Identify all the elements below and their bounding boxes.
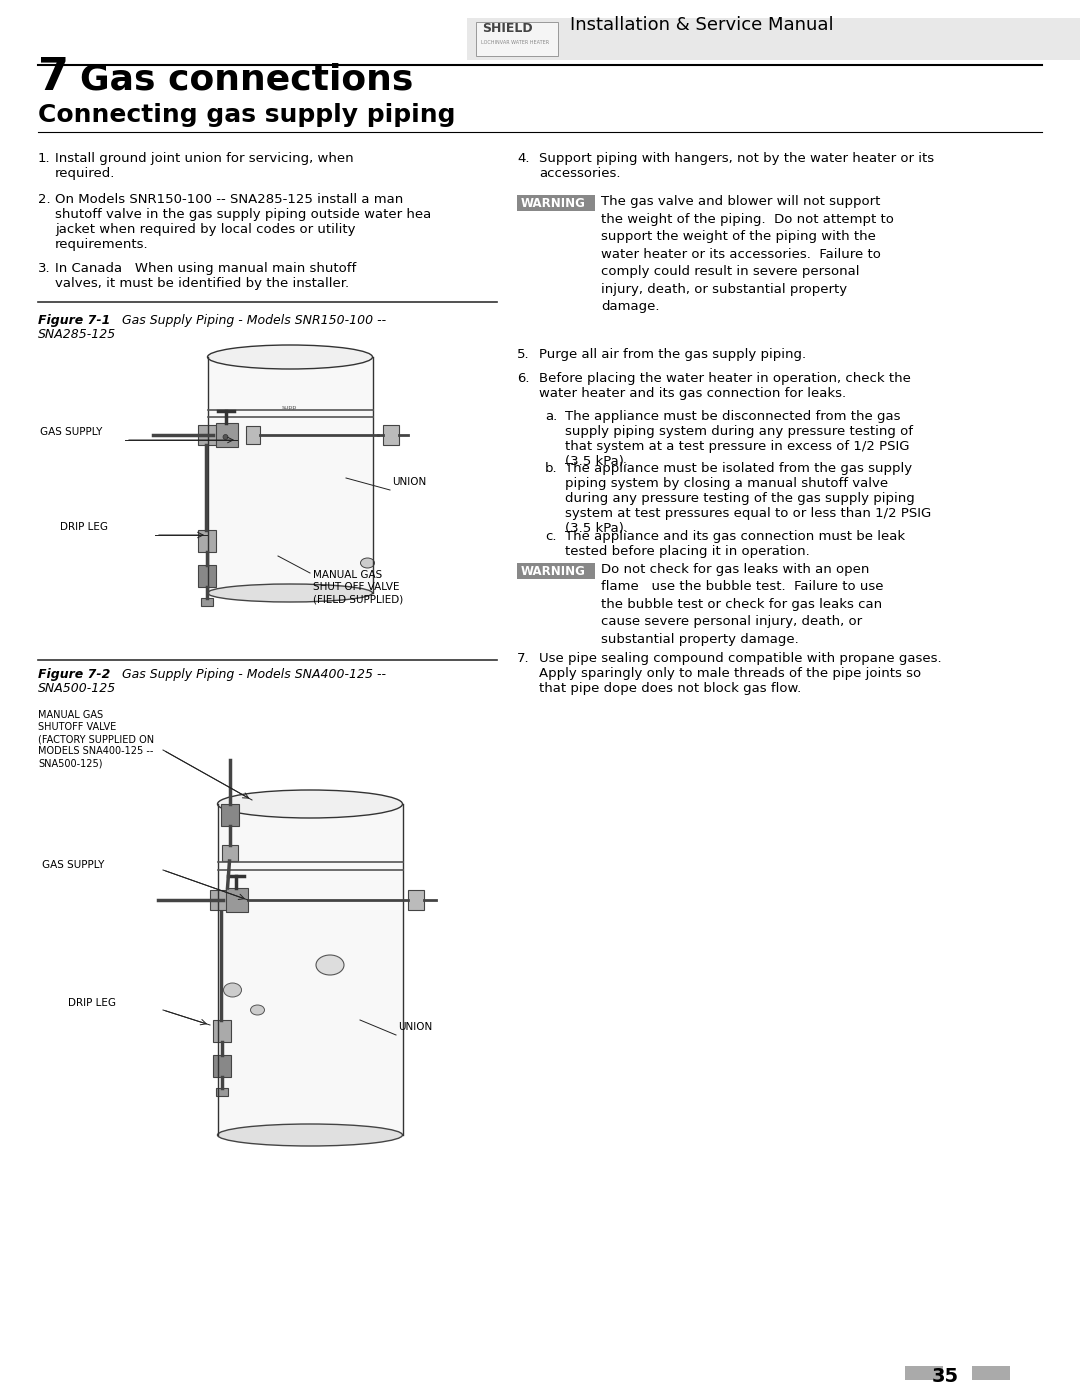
Text: 4.: 4.: [517, 152, 529, 165]
Text: Figure 7-2: Figure 7-2: [38, 668, 110, 680]
Bar: [972, 1366, 1010, 1380]
Text: 7.: 7.: [517, 652, 529, 665]
Bar: [226, 888, 247, 912]
Bar: [905, 1366, 943, 1380]
Bar: [213, 1020, 230, 1042]
Text: b.: b.: [545, 462, 557, 475]
Ellipse shape: [217, 789, 403, 819]
Bar: [517, 563, 595, 578]
Text: Figure 7-1: Figure 7-1: [38, 314, 110, 327]
Bar: [245, 426, 259, 444]
Bar: [407, 890, 423, 909]
Bar: [213, 1055, 230, 1077]
Ellipse shape: [361, 557, 375, 569]
Ellipse shape: [207, 584, 373, 602]
Text: GAS SUPPLY: GAS SUPPLY: [42, 861, 105, 870]
Text: SHIELD: SHIELD: [482, 22, 532, 35]
Bar: [216, 1088, 228, 1097]
Text: Connecting gas supply piping: Connecting gas supply piping: [38, 103, 456, 127]
Ellipse shape: [217, 1125, 403, 1146]
Bar: [210, 890, 228, 909]
Bar: [216, 423, 238, 447]
Text: Gas connections: Gas connections: [80, 63, 414, 96]
Text: 7: 7: [38, 56, 69, 99]
Text: Before placing the water heater in operation, check the
water heater and its gas: Before placing the water heater in opera…: [539, 372, 910, 400]
Ellipse shape: [251, 1004, 265, 1016]
Text: Do not check for gas leaks with an open
flame   use the bubble test.  Failure to: Do not check for gas leaks with an open …: [600, 563, 883, 645]
Bar: [476, 22, 558, 56]
Text: SNA285-125: SNA285-125: [38, 328, 117, 341]
Text: Use pipe sealing compound compatible with propane gases.
Apply sparingly only to: Use pipe sealing compound compatible wit…: [539, 652, 942, 694]
Text: MANUAL GAS: MANUAL GAS: [38, 710, 103, 719]
Bar: [207, 358, 373, 592]
Text: WARNING: WARNING: [521, 564, 585, 578]
Text: SNA500-125): SNA500-125): [38, 759, 103, 768]
Text: SHUTOFF VALVE: SHUTOFF VALVE: [38, 722, 117, 732]
Text: a.: a.: [545, 409, 557, 423]
Text: The gas valve and blower will not support
the weight of the piping.  Do not atte: The gas valve and blower will not suppor…: [600, 196, 894, 313]
Text: UNION: UNION: [392, 476, 427, 488]
Text: GAS SUPPLY: GAS SUPPLY: [40, 427, 103, 437]
Text: On Models SNR150-100 -- SNA285-125 install a man
shutoff valve in the gas supply: On Models SNR150-100 -- SNA285-125 insta…: [55, 193, 431, 251]
Text: 1.: 1.: [38, 152, 51, 165]
Text: 2.: 2.: [38, 193, 51, 205]
Text: The appliance must be disconnected from the gas
supply piping system during any : The appliance must be disconnected from …: [565, 409, 913, 468]
Text: Support piping with hangers, not by the water heater or its
accessories.: Support piping with hangers, not by the …: [539, 152, 934, 180]
Text: Installation & Service Manual: Installation & Service Manual: [570, 15, 834, 34]
Text: (FACTORY SUPPLIED ON: (FACTORY SUPPLIED ON: [38, 733, 154, 745]
Bar: [198, 564, 216, 587]
Bar: [220, 805, 239, 826]
Text: MANUAL GAS: MANUAL GAS: [313, 570, 382, 580]
Text: SHUT OFF VALVE: SHUT OFF VALVE: [313, 583, 400, 592]
Text: Install ground joint union for servicing, when
required.: Install ground joint union for servicing…: [55, 152, 353, 180]
Text: The appliance must be isolated from the gas supply
piping system by closing a ma: The appliance must be isolated from the …: [565, 462, 931, 535]
Bar: [467, 18, 1080, 60]
Text: In Canada   When using manual main shutoff
valves, it must be identified by the : In Canada When using manual main shutoff…: [55, 263, 356, 291]
Text: Gas Supply Piping - Models SNA400-125 --: Gas Supply Piping - Models SNA400-125 --: [118, 668, 386, 680]
Text: UNION: UNION: [399, 1023, 432, 1032]
Text: 6.: 6.: [517, 372, 529, 386]
Text: Gas Supply Piping - Models SNR150-100 --: Gas Supply Piping - Models SNR150-100 --: [118, 314, 387, 327]
Text: (FIELD SUPPLIED): (FIELD SUPPLIED): [313, 594, 403, 604]
Text: LOCHINVAR WATER HEATER: LOCHINVAR WATER HEATER: [481, 41, 549, 45]
Ellipse shape: [316, 956, 345, 975]
Ellipse shape: [207, 345, 373, 369]
Text: WARNING: WARNING: [521, 197, 585, 210]
Ellipse shape: [222, 434, 228, 440]
Bar: [198, 425, 217, 446]
Bar: [221, 845, 238, 861]
Bar: [198, 529, 216, 552]
Bar: [217, 805, 403, 1134]
Text: c.: c.: [545, 529, 556, 543]
Text: DRIP LEG: DRIP LEG: [60, 522, 108, 532]
Text: 35: 35: [931, 1368, 959, 1386]
Bar: [382, 425, 399, 446]
Text: The appliance and its gas connection must be leak
tested before placing it in op: The appliance and its gas connection mus…: [565, 529, 905, 557]
Text: Purge all air from the gas supply piping.: Purge all air from the gas supply piping…: [539, 348, 806, 360]
Text: 5.: 5.: [517, 348, 529, 360]
Bar: [201, 598, 213, 606]
Text: supp: supp: [282, 405, 297, 409]
Text: DRIP LEG: DRIP LEG: [68, 997, 116, 1009]
Text: MODELS SNA400-125 --: MODELS SNA400-125 --: [38, 746, 153, 756]
Text: SNA500-125: SNA500-125: [38, 682, 117, 694]
Ellipse shape: [224, 983, 242, 997]
Bar: [517, 196, 595, 211]
Text: 3.: 3.: [38, 263, 51, 275]
